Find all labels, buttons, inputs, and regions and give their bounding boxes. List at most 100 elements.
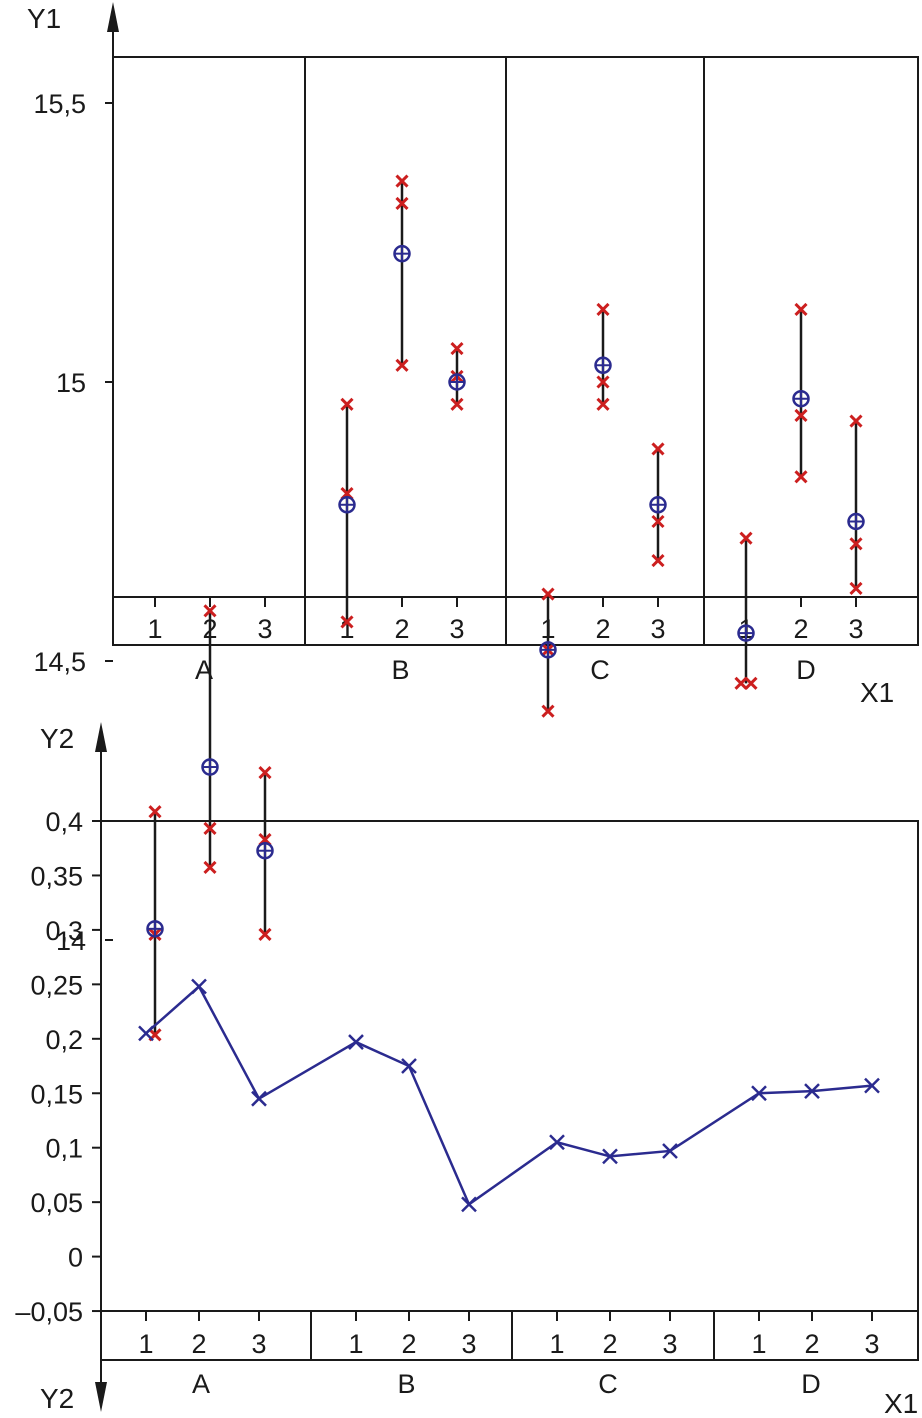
chart-y1-xlabel: X1 (860, 677, 894, 708)
x-level-label: 3 (257, 614, 272, 644)
chart-y2-ylabel-bottom: Y2 (40, 1383, 74, 1414)
x-level-label: 1 (147, 614, 162, 644)
x-level-label: 1 (751, 1329, 766, 1359)
x-level-label: 3 (650, 614, 665, 644)
y-tick-label: 0,25 (30, 970, 83, 1000)
observation-point (739, 531, 753, 545)
x-group-label: B (397, 1369, 415, 1399)
plot-frame (100, 820, 919, 1361)
mean-point (338, 496, 356, 514)
x-level-label: 1 (339, 614, 354, 644)
x-group-label: D (801, 1369, 821, 1399)
mean-point (594, 356, 612, 375)
mean-point (539, 641, 557, 659)
x-level-label: 2 (793, 614, 808, 644)
x-group-label: A (195, 655, 213, 685)
data-point (251, 1090, 267, 1107)
x-level-label: 2 (191, 1329, 206, 1359)
observation-point (849, 414, 863, 428)
chart-y1-y-ticks: 14 14,5 15 15,5 (33, 89, 113, 956)
x-group-label: B (391, 655, 409, 685)
mean-point (737, 624, 755, 642)
x-level-label: 2 (602, 1329, 617, 1359)
series-line-y2 (145, 984, 873, 1207)
observation-point (203, 821, 217, 835)
data-point (401, 1058, 417, 1074)
observation-point (849, 537, 863, 551)
y-tick-label: 0,3 (45, 916, 83, 946)
observation-point (596, 302, 610, 317)
observation-point (450, 397, 464, 411)
x-level-label: 1 (348, 1329, 363, 1359)
x-level-label: 3 (449, 614, 464, 644)
y-axis-arrow-down (95, 1382, 107, 1412)
mean-point (649, 496, 667, 514)
data-point (348, 1034, 364, 1050)
observation-point (395, 358, 409, 372)
x-level-label: 2 (394, 614, 409, 644)
chart-y1-frame (107, 2, 919, 646)
observation-point (744, 676, 758, 690)
chart-y2-marks (138, 978, 880, 1213)
x-level-label: 2 (401, 1329, 416, 1359)
y-tick-label: 0,05 (30, 1188, 83, 1218)
data-point (864, 1077, 880, 1094)
observation-point (340, 615, 354, 629)
x-group-label: C (590, 655, 610, 685)
observation-point (651, 514, 665, 529)
mean-point (792, 389, 810, 408)
y-tick-label: 0,15 (30, 1079, 83, 1109)
mean-point (847, 512, 865, 531)
data-point (461, 1196, 477, 1213)
observation-point (794, 302, 808, 317)
chart-y2-by-x1: 0,4 0,35 0,3 0,25 0,2 0,15 0,1 0,05 0 –0,05 A 1 2 3 B… (15, 722, 919, 1418)
data-point (602, 1148, 618, 1165)
chart-y2-frame (95, 722, 919, 1412)
y-tick-label: 0,2 (45, 1025, 83, 1055)
mean-point (146, 920, 164, 938)
x-level-label: 3 (251, 1329, 266, 1359)
y-tick-label: 0 (68, 1243, 83, 1273)
observation-point (541, 587, 555, 601)
x-level-label: 3 (662, 1329, 677, 1359)
x-level-label: 1 (549, 1329, 564, 1359)
y-tick-label: 0,1 (45, 1134, 83, 1164)
observation-point (794, 408, 808, 423)
plot-frame (112, 56, 919, 646)
observation-point (596, 375, 610, 389)
observation-point (651, 553, 665, 568)
observation-point (794, 470, 808, 484)
data-point (804, 1083, 820, 1099)
chart-y2-xlabel: X1 (884, 1388, 918, 1418)
data-point (191, 978, 207, 995)
observation-point (849, 581, 863, 596)
observation-point (734, 676, 748, 690)
observation-point (395, 196, 409, 211)
y-tick-label: –0,05 (15, 1297, 83, 1327)
y-tick-label: 15,5 (33, 89, 86, 119)
x-level-label: 3 (848, 614, 863, 644)
mean-point (393, 244, 411, 263)
mean-point (448, 373, 466, 391)
chart-y1-ylabel: Y1 (27, 3, 61, 34)
observation-point (395, 174, 409, 188)
observation-point (258, 766, 272, 780)
observation-point (450, 341, 464, 356)
y-tick-label: 15 (56, 368, 86, 398)
y-axis-arrow (107, 2, 119, 32)
x-level-label: 3 (461, 1329, 476, 1359)
observation-point (258, 927, 272, 941)
y-tick-label: 0,4 (45, 807, 83, 837)
data-point (138, 1025, 154, 1042)
observation-point (148, 805, 162, 819)
observation-point (340, 397, 354, 411)
x-group-label: C (598, 1369, 618, 1399)
chart-y2-y-ticks: 0,4 0,35 0,3 0,25 0,2 0,15 0,1 0,05 0 –0,05 (15, 807, 101, 1327)
chart-y2-x-ticks: A 1 2 3 B 1 2 3 C 1 2 3 D 1 2 3 (138, 1311, 880, 1399)
data-point (662, 1143, 678, 1159)
x-level-label: 2 (804, 1329, 819, 1359)
x-group-label: D (796, 655, 816, 685)
observation-point (596, 397, 610, 411)
